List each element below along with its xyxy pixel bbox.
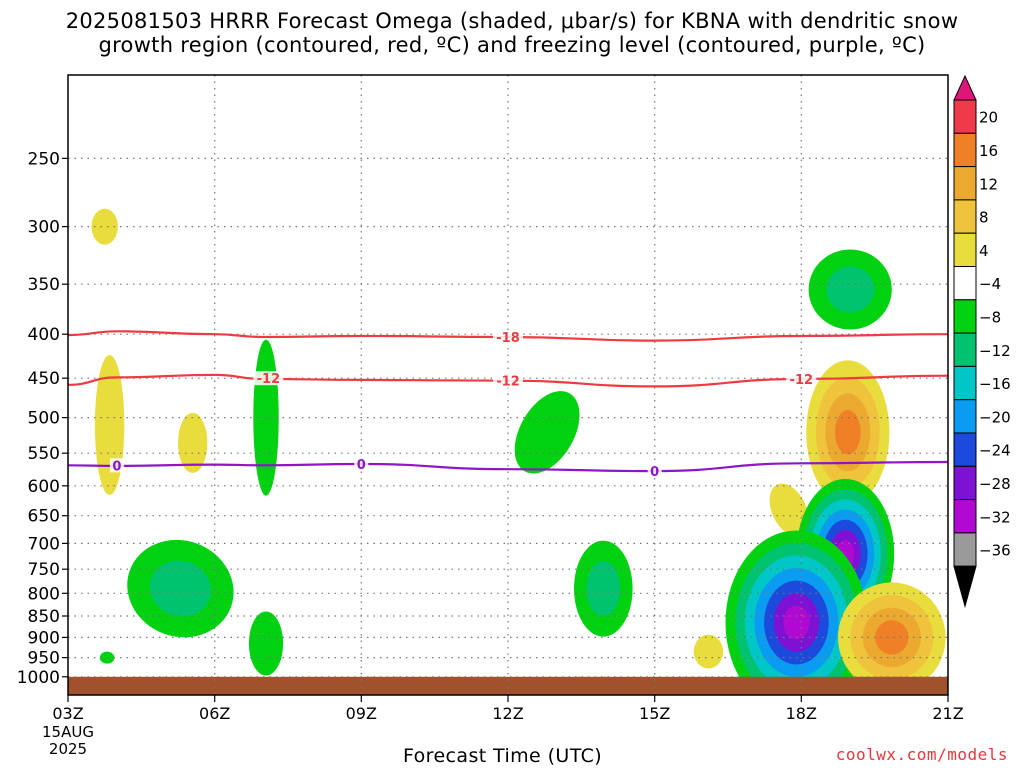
colorbar-bin-11 xyxy=(953,465,977,501)
colorbar-bin-8 xyxy=(953,365,977,401)
contour-label-1: -12 xyxy=(257,372,281,387)
y-tick-label-700: 700 xyxy=(28,534,60,554)
x-tick-label-06Z: 06Z xyxy=(199,704,230,723)
contour-line-dendritic_minus12 xyxy=(68,373,948,388)
y-tick-label-250: 250 xyxy=(28,149,60,169)
omega-region-14-level-6 xyxy=(783,605,810,640)
temperature-contours: -18 -12 -12 -12 0 0 0 xyxy=(68,330,948,480)
chart-title-line-1: 2025081503 HRRR Forecast Omega (shaded, … xyxy=(65,9,959,33)
omega-region-11-level-3 xyxy=(834,410,861,455)
colorbar-bin-7 xyxy=(953,332,977,367)
colorbar-label-3: 8 xyxy=(979,209,989,227)
y-tick-label-600: 600 xyxy=(28,477,60,497)
omega-region-8-level-1 xyxy=(586,561,621,617)
omega-region-0-level-0 xyxy=(91,208,118,245)
colorbar-label-7: −12 xyxy=(979,342,1011,360)
colorbar-label-0: 20 xyxy=(979,109,998,127)
source-credit: coolwx.com/models xyxy=(835,745,1008,764)
x-date-label-1: 2025 xyxy=(49,740,87,758)
colorbar-label-6: −8 xyxy=(979,308,1001,326)
contour-label-bg-3 xyxy=(786,372,817,386)
contour-label-3: -12 xyxy=(790,373,814,388)
omega-colorbar: 20 16 12 8 4 −4 −8 −12 −16 −20 −24 −28 −32 −36 xyxy=(953,74,1011,609)
colorbar-label-2: 12 xyxy=(979,175,998,193)
contour-label-bg-5 xyxy=(354,457,369,471)
omega-region-15-level-3 xyxy=(875,620,909,655)
colorbar-bin-10 xyxy=(953,432,977,467)
omega-region-5-level-0 xyxy=(248,611,284,676)
omega-region-2-level-0 xyxy=(178,412,208,473)
x-tick-label-12Z: 12Z xyxy=(492,704,523,723)
colorbar-bin-13 xyxy=(953,532,977,567)
y-tick-label-1000: 1000 xyxy=(17,668,60,688)
colorbar-label-10: −24 xyxy=(979,442,1011,460)
y-tick-label-950: 950 xyxy=(28,649,60,669)
x-tick-label-18Z: 18Z xyxy=(786,704,817,723)
y-tick-label-650: 650 xyxy=(28,507,60,527)
y-tick-label-800: 800 xyxy=(28,584,60,604)
y-tick-label-900: 900 xyxy=(28,628,60,648)
y-tick-label-300: 300 xyxy=(28,218,60,238)
x-tick-label-15Z: 15Z xyxy=(639,704,670,723)
y-tick-label-500: 500 xyxy=(28,409,60,429)
colorbar-bin-0 xyxy=(953,99,977,134)
chart-title-line-2: growth region (contoured, red, ºC) and f… xyxy=(98,33,926,57)
contour-line-freezing_0 xyxy=(68,460,948,473)
y-tick-label-450: 450 xyxy=(28,369,60,389)
contour-label-bg-6 xyxy=(647,464,662,479)
x-axis-title: Forecast Time (UTC) xyxy=(403,745,603,767)
colorbar-bin-3 xyxy=(953,199,977,234)
colorbar-bin-9 xyxy=(953,399,977,434)
colorbar-label-11: −28 xyxy=(979,475,1011,493)
colorbar-bin-6 xyxy=(953,299,977,334)
y-tick-label-750: 750 xyxy=(28,560,60,580)
ground-surface xyxy=(68,676,948,695)
colorbar-label-12: −32 xyxy=(979,508,1011,526)
contour-label-2: -12 xyxy=(496,375,520,390)
colorbar-label-13: −36 xyxy=(979,542,1011,560)
contour-label-bg-2 xyxy=(493,373,523,388)
contour-label-0: -18 xyxy=(496,331,520,346)
colorbar-label-4: 4 xyxy=(979,242,989,260)
contour-label-bg-1 xyxy=(253,371,284,386)
x-tick-label-09Z: 09Z xyxy=(346,704,377,723)
y-tick-label-850: 850 xyxy=(28,607,60,627)
colorbar-bottom-arrow xyxy=(953,565,977,609)
omega-region-9-level-0 xyxy=(693,634,724,669)
omega-shading xyxy=(91,208,946,695)
x-tick-label-03Z: 03Z xyxy=(52,704,83,723)
y-axis-pressure-levels: 2503003504004505005506006507007508008509… xyxy=(17,149,68,688)
x-date-label-0: 15AUG xyxy=(42,723,94,741)
omega-region-4-level-1 xyxy=(149,560,211,617)
y-tick-label-550: 550 xyxy=(28,444,60,464)
omega-region-12-level-0 xyxy=(769,483,809,537)
contour-label-bg-0 xyxy=(493,330,523,344)
contour-label-5: 0 xyxy=(357,458,366,473)
y-tick-label-400: 400 xyxy=(28,325,60,345)
colorbar-bin-5 xyxy=(953,266,977,301)
contour-label-4: 0 xyxy=(112,459,121,474)
colorbar-bin-2 xyxy=(953,166,977,201)
contour-line-dendritic_minus18 xyxy=(68,330,948,342)
contour-label-6: 0 xyxy=(650,465,659,480)
colorbar-label-5: −4 xyxy=(979,275,1001,293)
contour-label-bg-4 xyxy=(109,458,124,473)
colorbar-bin-1 xyxy=(953,132,977,168)
omega-region-10-level-1 xyxy=(826,266,875,313)
y-tick-label-350: 350 xyxy=(28,275,60,295)
colorbar-label-8: −16 xyxy=(979,375,1011,393)
colorbar-bin-4 xyxy=(953,232,977,267)
ground-fill xyxy=(68,676,948,695)
colorbar-bin-12 xyxy=(953,499,977,534)
x-tick-label-21Z: 21Z xyxy=(932,704,963,723)
colorbar-label-1: 16 xyxy=(979,142,998,160)
colorbar-label-9: −20 xyxy=(979,408,1011,426)
colorbar-top-arrow xyxy=(953,74,977,101)
